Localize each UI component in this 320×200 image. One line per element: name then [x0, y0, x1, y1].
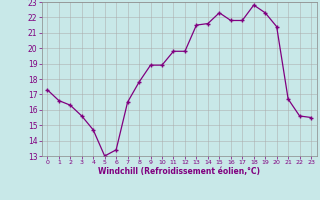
X-axis label: Windchill (Refroidissement éolien,°C): Windchill (Refroidissement éolien,°C)	[98, 167, 260, 176]
